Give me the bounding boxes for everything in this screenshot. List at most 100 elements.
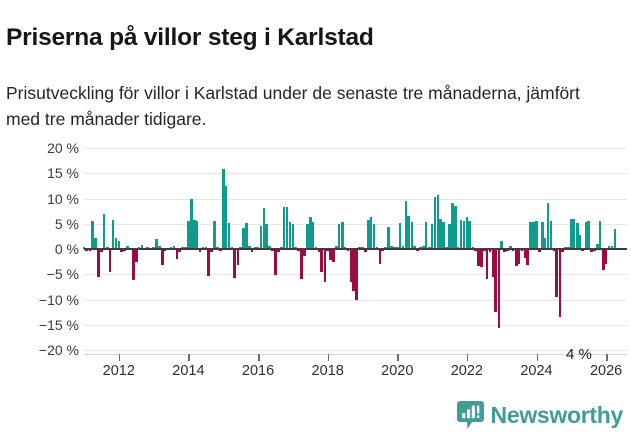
bar xyxy=(132,249,135,280)
x-axis-tick-label: 2016 xyxy=(241,363,275,379)
bar xyxy=(604,249,608,265)
bar xyxy=(433,196,437,249)
bar xyxy=(224,185,228,249)
bar xyxy=(404,201,408,249)
bar xyxy=(352,249,356,292)
y-axis-tick-label: −15 % xyxy=(38,316,79,333)
bar xyxy=(401,246,405,249)
bar xyxy=(320,249,324,272)
bar xyxy=(485,249,489,279)
bar xyxy=(378,249,382,264)
gridline xyxy=(84,198,627,200)
bar xyxy=(537,249,541,253)
bar xyxy=(587,221,590,249)
bar xyxy=(259,226,263,249)
gridline xyxy=(84,223,627,225)
bar xyxy=(221,168,225,249)
bar xyxy=(535,221,538,249)
x-axis-tick-label: 2024 xyxy=(520,363,553,379)
bar xyxy=(111,220,115,249)
y-axis-tick-label: 10 % xyxy=(47,190,79,207)
y-axis-tick-label: 0 % xyxy=(54,241,79,257)
y-axis-tick-label: 15 % xyxy=(47,165,79,182)
bar xyxy=(210,249,214,253)
bar xyxy=(422,246,425,249)
bar xyxy=(248,246,251,249)
x-axis-line xyxy=(84,354,627,355)
chart-subtitle: Prisutveckling för villor i Karlstad und… xyxy=(6,82,580,129)
bar xyxy=(303,249,306,257)
bar xyxy=(227,222,231,249)
bar xyxy=(276,249,280,252)
bar xyxy=(526,249,530,266)
bar xyxy=(175,249,179,259)
bar xyxy=(448,223,451,249)
bar xyxy=(572,218,576,249)
bar xyxy=(424,222,428,249)
bar xyxy=(430,223,434,249)
x-axis-tick xyxy=(536,354,538,361)
bar xyxy=(340,222,344,249)
bar xyxy=(291,223,295,249)
x-axis-tick-label: 2014 xyxy=(172,363,205,379)
bar xyxy=(282,206,286,249)
x-axis-tick-label: 2020 xyxy=(381,363,414,379)
bar xyxy=(233,249,236,279)
bar xyxy=(555,249,558,297)
bar xyxy=(355,249,358,300)
bar xyxy=(262,208,266,249)
bar xyxy=(503,249,506,252)
bar xyxy=(236,249,240,266)
bar xyxy=(465,217,469,249)
bar xyxy=(268,245,271,249)
x-axis-tick xyxy=(258,354,260,361)
bar xyxy=(387,226,390,249)
bar xyxy=(102,214,106,249)
bar xyxy=(442,221,445,249)
bar xyxy=(306,223,309,249)
bar xyxy=(450,203,454,249)
bar xyxy=(187,221,190,249)
bar xyxy=(546,203,550,249)
bar xyxy=(410,221,414,249)
bar xyxy=(517,249,521,265)
bar xyxy=(462,221,466,249)
bar xyxy=(607,246,611,249)
bar xyxy=(558,249,562,317)
bar xyxy=(158,246,161,249)
bar xyxy=(575,222,579,249)
x-axis-tick-label: 2012 xyxy=(102,363,135,379)
zero-baseline xyxy=(84,247,627,251)
bar xyxy=(477,249,480,267)
x-axis-tick-label: 2022 xyxy=(450,363,484,379)
bar xyxy=(602,249,605,271)
bar xyxy=(250,249,254,253)
bar xyxy=(308,217,312,249)
bar xyxy=(413,246,416,249)
x-axis-tick xyxy=(606,354,608,361)
bar xyxy=(274,249,277,275)
bar xyxy=(584,222,588,249)
bar xyxy=(372,223,376,249)
x-axis-tick xyxy=(397,354,399,361)
bar xyxy=(335,246,338,249)
bar xyxy=(245,222,248,249)
x-axis-tick xyxy=(188,354,190,361)
bar xyxy=(532,222,535,249)
gridline xyxy=(84,324,627,326)
bar xyxy=(207,249,210,277)
bar xyxy=(494,249,498,312)
bar xyxy=(108,249,112,272)
bar xyxy=(117,241,121,249)
newsworthy-logo[interactable]: Newsworthy xyxy=(456,401,623,430)
bar xyxy=(91,221,94,249)
plot-area xyxy=(82,148,627,351)
gridline xyxy=(84,299,627,301)
bar xyxy=(332,249,335,263)
bar xyxy=(613,228,617,249)
bar xyxy=(288,221,292,249)
bar xyxy=(570,218,573,249)
bar xyxy=(454,205,457,249)
bar xyxy=(610,245,614,249)
